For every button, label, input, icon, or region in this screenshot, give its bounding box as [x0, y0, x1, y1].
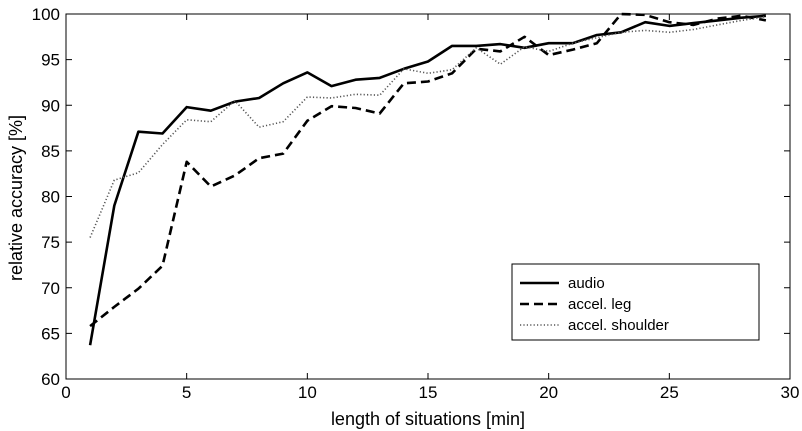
y-tick-label: 60 [41, 370, 60, 389]
y-tick-label: 65 [41, 324, 60, 343]
x-axis-label: length of situations [min] [331, 409, 525, 429]
series-line-accel-leg [89, 12, 767, 328]
y-tick-label: 85 [41, 142, 60, 161]
legend-box [511, 263, 760, 341]
x-tick-label: 25 [660, 383, 679, 402]
legend-label: accel. shoulder [568, 317, 669, 334]
x-tick-label: 30 [781, 383, 800, 402]
y-tick-label: 80 [41, 188, 60, 207]
series-lines [88, 12, 767, 346]
x-tick-label: 5 [182, 383, 191, 402]
x-tick-label: 20 [539, 383, 558, 402]
x-tick-label: 15 [419, 383, 438, 402]
legend-label: audio [568, 275, 605, 292]
axis-ticks: 0 5 10 15 20 25 30 60 65 70 75 80 85 90 95 100 [32, 5, 800, 402]
y-axis-label: relative accuracy [%] [6, 115, 26, 281]
y-tick-label: 90 [41, 96, 60, 115]
y-tick-label: 75 [41, 233, 60, 252]
x-tick-label: 10 [298, 383, 317, 402]
y-tick-label: 95 [41, 51, 60, 70]
series-line-audio [88, 14, 767, 346]
legend-label: accel. leg [568, 296, 631, 313]
series-line-accel-shoulder [89, 15, 767, 238]
y-tick-label: 100 [32, 5, 60, 24]
x-tick-label: 0 [61, 383, 70, 402]
y-tick-label: 70 [41, 279, 60, 298]
legend: audio accel. leg accel. shoulder [511, 263, 760, 341]
